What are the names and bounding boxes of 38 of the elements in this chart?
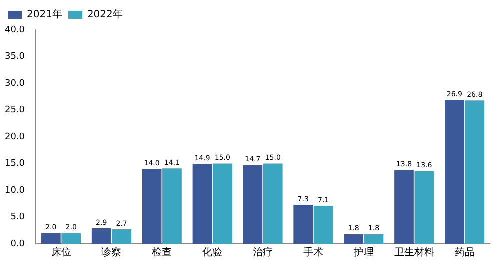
bar xyxy=(92,228,112,244)
y-tick-label: 5.0 xyxy=(10,212,26,223)
x-tick-label: 检查 xyxy=(152,246,172,259)
legend-label: 2021年 xyxy=(27,8,62,21)
x-tick-label: 手术 xyxy=(303,246,324,259)
x-tick-label: 床位 xyxy=(51,246,72,259)
bar xyxy=(394,170,414,244)
bar xyxy=(344,234,364,244)
bar xyxy=(364,234,384,244)
y-tick-label: 40.0 xyxy=(4,25,26,36)
y-tick-label: 30.0 xyxy=(4,78,26,89)
y-tick-label: 20.0 xyxy=(4,132,26,142)
x-tick-label: 护理 xyxy=(352,246,374,259)
y-tick-label: 35.0 xyxy=(4,52,26,62)
bar xyxy=(243,165,263,244)
bar xyxy=(314,206,334,244)
bar xyxy=(414,171,434,244)
bar xyxy=(465,100,485,244)
bar xyxy=(445,100,464,244)
y-tick-label: 0.0 xyxy=(10,239,26,250)
x-tick-label: 治疗 xyxy=(253,246,274,259)
x-tick-label: 卫生材料 xyxy=(394,246,434,259)
y-tick-label: 10.0 xyxy=(4,186,26,196)
bar xyxy=(263,164,283,244)
x-tick-label: 药品 xyxy=(454,246,475,259)
x-tick-label: 诊察 xyxy=(102,246,122,259)
bar xyxy=(192,164,212,244)
bar xyxy=(41,233,61,244)
bar xyxy=(294,204,314,244)
bar xyxy=(142,169,162,244)
bar xyxy=(62,233,82,244)
x-tick-label: 化验 xyxy=(202,246,223,259)
bar xyxy=(112,230,132,244)
bar xyxy=(212,164,232,244)
y-tick-label: 25.0 xyxy=(4,106,26,116)
legend-label: 2022年 xyxy=(87,8,123,21)
y-tick-label: 15.0 xyxy=(4,159,26,170)
bar xyxy=(162,168,182,244)
